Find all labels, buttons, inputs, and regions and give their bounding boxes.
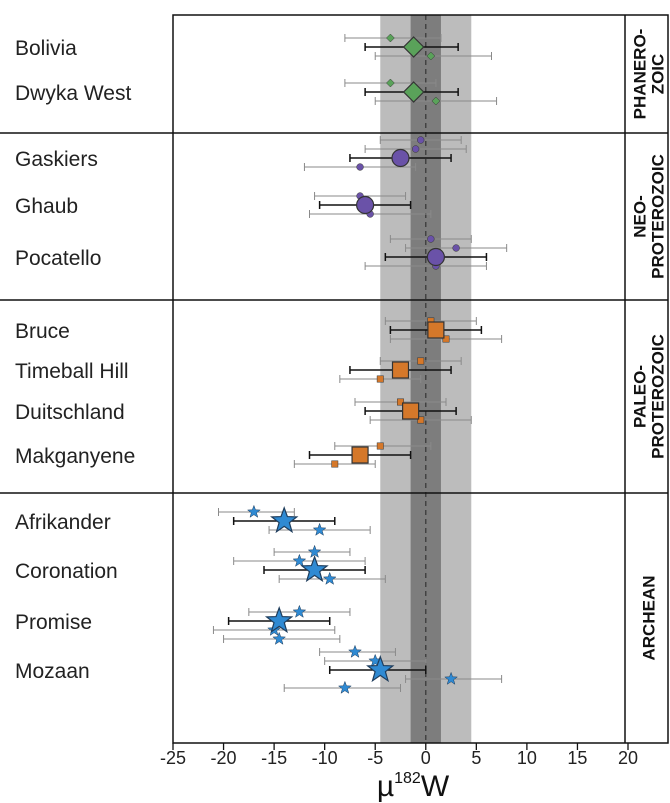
- replicate-point-duitschland-1: [417, 416, 425, 424]
- replicate-point-dwyka-west-0: [386, 78, 395, 88]
- mean-point-timeball-hill: [391, 361, 410, 379]
- mean-point-mozaan: [366, 655, 395, 683]
- row-pocatello: Pocatello: [15, 235, 508, 270]
- mean-point-makganyene: [351, 446, 369, 464]
- replicate-point-pocatello-1: [452, 244, 460, 252]
- row-label-timeball-hill: Timeball Hill: [15, 360, 129, 383]
- row-label-promise: Promise: [15, 611, 92, 634]
- era-label-2: PALEO-PROTEROZOIC: [631, 334, 668, 459]
- row-label-pocatello: Pocatello: [15, 247, 101, 270]
- replicate-point-coronation-1: [292, 553, 307, 567]
- replicate-point-mozaan-3: [337, 680, 352, 694]
- replicate-point-bolivia-1: [426, 51, 436, 61]
- mean-point-dwyka-west: [402, 81, 425, 103]
- replicate-point-afrikander-1: [312, 522, 327, 536]
- mean-point-promise: [264, 606, 294, 634]
- replicate-point-afrikander-0: [246, 504, 261, 518]
- row-label-bolivia: Bolivia: [15, 37, 77, 60]
- replicate-point-gaskiers-1: [412, 145, 420, 153]
- plot-border: [172, 14, 669, 744]
- row-label-bruce: Bruce: [15, 320, 70, 343]
- era-label-0: PHANERO-ZOIC: [631, 29, 668, 120]
- replicate-point-coronation-2: [322, 571, 337, 585]
- replicate-errorbar-pocatello-2: [364, 262, 487, 270]
- x-tick-label-5: 0: [421, 748, 431, 768]
- row-label-coronation: Coronation: [15, 560, 118, 583]
- row-label-afrikander: Afrikander: [15, 511, 111, 534]
- row-mozaan: Mozaan: [15, 644, 503, 694]
- x-tick-label-8: 15: [567, 748, 587, 768]
- x-axis: -25 -20 -15 -10 -5 0 5 10 15 20: [160, 743, 638, 768]
- replicate-point-timeball-hill-0: [417, 357, 425, 365]
- era-label-3: ARCHEAN: [640, 576, 659, 661]
- x-tick-label-6: 5: [471, 748, 481, 768]
- row-ghaub: Ghaub: [15, 192, 432, 218]
- sample-rows: Bolivia Dwyka West Gaskiers Ghaub Pocatello B…: [15, 33, 508, 694]
- mean-point-afrikander: [270, 506, 299, 534]
- mean-point-duitschland: [402, 402, 420, 420]
- row-duitschland: Duitschland: [15, 398, 472, 424]
- replicate-point-gaskiers-2: [356, 163, 364, 171]
- era-label-line-3-0: ARCHEAN: [640, 576, 659, 661]
- row-label-dwyka-west: Dwyka West: [15, 82, 131, 105]
- x-tick-label-9: 20: [618, 748, 638, 768]
- row-label-mozaan: Mozaan: [15, 660, 90, 683]
- x-tick-label-3: -10: [312, 748, 338, 768]
- row-label-duitschland: Duitschland: [15, 401, 125, 424]
- mean-point-ghaub: [356, 195, 375, 215]
- mean-point-gaskiers: [391, 148, 410, 168]
- x-axis-label-superscript: 182: [394, 770, 421, 787]
- replicate-point-bruce-1: [442, 335, 450, 343]
- replicate-point-promise-0: [292, 604, 307, 618]
- row-coronation: Coronation: [15, 544, 386, 585]
- row-bruce: Bruce: [15, 317, 503, 343]
- x-axis-label: µ182W: [377, 770, 450, 803]
- replicate-point-makganyene-1: [331, 460, 339, 468]
- row-gaskiers: Gaskiers: [15, 136, 467, 171]
- row-afrikander: Afrikander: [15, 504, 371, 536]
- x-tick-label-4: -5: [367, 748, 383, 768]
- x-axis-label-mu: µ: [377, 770, 394, 803]
- replicate-point-dwyka-west-1: [431, 96, 441, 106]
- replicate-point-promise-2: [272, 631, 287, 645]
- era-label-1: NEO-PROTEROZOIC: [631, 154, 668, 279]
- mean-point-coronation: [300, 555, 329, 583]
- replicate-point-mozaan-2: [444, 671, 459, 685]
- replicate-point-mozaan-0: [347, 644, 363, 658]
- x-tick-label-2: -15: [261, 748, 287, 768]
- mean-point-pocatello: [426, 247, 445, 267]
- mean-point-bolivia: [402, 36, 425, 58]
- row-bolivia: Bolivia: [15, 33, 492, 61]
- era-label-line-1-1: PROTEROZOIC: [649, 154, 668, 279]
- replicate-point-coronation-0: [307, 544, 322, 558]
- row-makganyene: Makganyene: [15, 442, 432, 468]
- row-dwyka-west: Dwyka West: [15, 78, 498, 106]
- mean-point-bruce: [427, 321, 445, 339]
- era-label-line-2-1: PROTEROZOIC: [649, 334, 668, 459]
- row-label-gaskiers: Gaskiers: [15, 148, 98, 171]
- row-label-ghaub: Ghaub: [15, 195, 78, 218]
- era-label-line-0-0: PHANERO-: [631, 29, 650, 120]
- x-tick-label-7: 10: [517, 748, 537, 768]
- x-tick-label-0: -25: [160, 748, 186, 768]
- era-label-line-0-1: ZOIC: [649, 54, 668, 95]
- replicate-point-bolivia-0: [386, 33, 395, 43]
- row-label-makganyene: Makganyene: [15, 445, 135, 468]
- plot-frame: PHANERO-ZOICNEO-PROTEROZOICPALEO-PROTERO…: [0, 14, 669, 744]
- replicate-point-duitschland-0: [397, 398, 404, 406]
- row-promise: Promise: [15, 604, 351, 645]
- row-timeball-hill: Timeball Hill: [15, 357, 462, 383]
- era-label-line-2-0: PALEO-: [631, 365, 650, 428]
- x-axis-label-unit: W: [421, 770, 450, 803]
- x-tick-label-1: -20: [211, 748, 237, 768]
- era-label-line-1-0: NEO-: [631, 195, 650, 238]
- replicate-point-timeball-hill-1: [376, 375, 384, 383]
- replicate-point-makganyene-0: [376, 442, 384, 450]
- replicate-point-gaskiers-0: [417, 136, 425, 144]
- replicate-point-pocatello-0: [427, 235, 435, 243]
